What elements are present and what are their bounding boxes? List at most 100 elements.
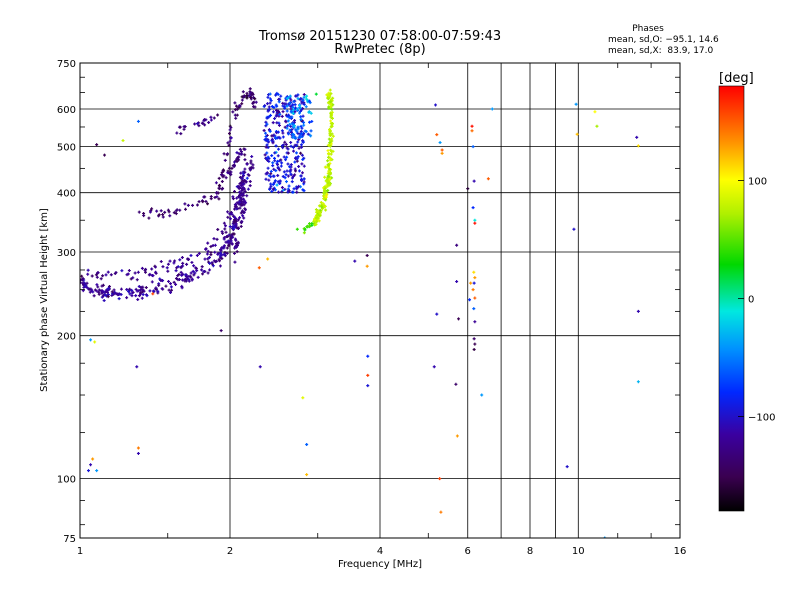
echo-point (241, 187, 245, 191)
y-axis: 75 100 200 300 400 500 600 750 (57, 59, 680, 545)
echo-point (174, 212, 178, 216)
echo-point (85, 285, 89, 289)
echo-point (86, 268, 90, 272)
echo-point (229, 136, 233, 140)
echo-point (234, 225, 238, 229)
echo-point (283, 102, 287, 106)
echo-point (245, 176, 249, 180)
echo-point (330, 121, 334, 125)
echo-point (327, 163, 331, 167)
echo-point (167, 279, 171, 283)
echo-point (286, 119, 290, 123)
echo-point (216, 191, 220, 195)
echo-point (215, 237, 219, 241)
echo-point (166, 208, 170, 212)
echo-point (272, 167, 276, 171)
echo-point (299, 151, 303, 155)
echo-point (239, 150, 243, 154)
echo-point (289, 144, 293, 148)
echo-point (278, 168, 282, 172)
echo-point (101, 274, 105, 278)
echo-point (239, 224, 243, 228)
echo-point (126, 272, 130, 276)
echo-point (310, 223, 314, 227)
echo-point (329, 119, 333, 123)
echo-point (267, 105, 271, 109)
echo-point (179, 132, 183, 136)
echo-point (292, 124, 296, 128)
echo-point (473, 320, 477, 324)
echo-point (290, 131, 294, 135)
echo-point (281, 110, 285, 114)
echo-point (233, 215, 237, 219)
echo-point (213, 195, 217, 199)
echo-point (472, 270, 476, 274)
echo-point (565, 465, 569, 469)
echo-point (265, 171, 269, 175)
echo-point (206, 202, 210, 206)
echo-point (106, 295, 110, 299)
echo-point (287, 184, 291, 188)
echo-point (161, 265, 165, 269)
echo-point (235, 196, 239, 200)
echo-point (233, 203, 237, 207)
echo-point (233, 108, 237, 112)
echo-point (172, 261, 176, 265)
echo-point (593, 110, 597, 114)
echo-point (209, 245, 213, 249)
echo-point (290, 132, 294, 136)
echo-point (288, 94, 292, 98)
echo-point (473, 218, 477, 222)
echo-point (291, 174, 295, 178)
echo-point (133, 271, 137, 275)
echo-point (151, 274, 155, 278)
echo-point (201, 272, 205, 276)
echo-point (232, 251, 236, 255)
echo-point (103, 293, 107, 297)
echo-point (326, 152, 330, 156)
echo-point (286, 162, 290, 166)
echo-point (216, 227, 220, 231)
echo-point (326, 94, 330, 98)
echo-point (300, 126, 304, 130)
echo-point (218, 259, 222, 263)
echo-point (271, 141, 275, 145)
echo-point (187, 277, 191, 281)
echo-point (240, 102, 244, 106)
y-axis-label: Stationary phase Virtual Height [km] (39, 208, 50, 392)
echo-point (307, 222, 311, 226)
echo-point (263, 104, 267, 108)
echo-point (295, 187, 299, 191)
echo-point (172, 211, 176, 215)
echo-point (250, 166, 254, 170)
echo-point (280, 114, 284, 118)
echo-point (472, 179, 476, 183)
echo-point (229, 236, 233, 240)
echo-point (92, 294, 96, 298)
echo-point (220, 253, 224, 257)
echo-point (223, 224, 227, 228)
echo-point (165, 266, 169, 270)
echo-point (178, 125, 182, 129)
echo-point (275, 104, 279, 108)
echo-point (135, 365, 139, 369)
echo-point (302, 93, 306, 97)
echo-point (209, 115, 213, 119)
echo-point (219, 329, 223, 333)
echo-point (295, 227, 299, 231)
echo-point (366, 354, 370, 358)
echo-point (432, 365, 436, 369)
echo-point (227, 143, 231, 147)
x-tick-label: 2 (227, 546, 233, 557)
echo-point (245, 194, 249, 198)
echo-point (276, 159, 280, 163)
echo-point (238, 147, 242, 151)
echo-point (572, 227, 576, 231)
echo-point (272, 181, 276, 185)
echo-point (288, 101, 292, 105)
echo-point (280, 186, 284, 190)
echo-point (286, 132, 290, 136)
echo-point (220, 180, 224, 184)
echo-point (227, 244, 231, 248)
echo-point (473, 342, 477, 346)
